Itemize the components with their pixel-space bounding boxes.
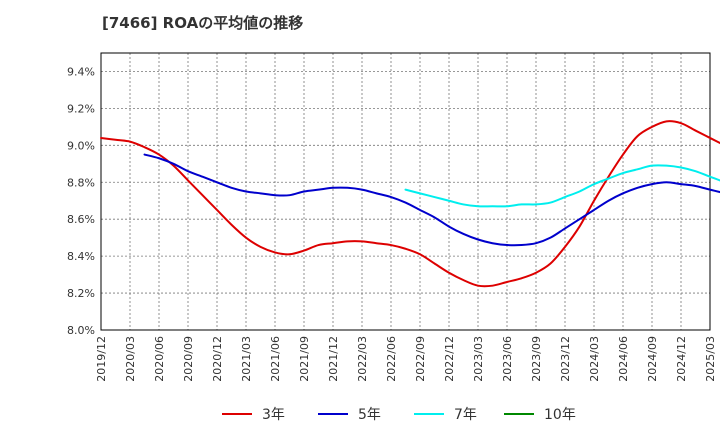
legend: 3年 5年 7年 10年 bbox=[222, 407, 576, 423]
x-tick-label: 2021/12 bbox=[327, 336, 340, 382]
series-line-0 bbox=[100, 120, 720, 288]
y-tick-label: 8.8% bbox=[67, 176, 95, 189]
series-line-2 bbox=[404, 164, 720, 208]
x-tick-label: 2021/03 bbox=[240, 336, 253, 382]
y-axis: 8.0% 8.2% 8.4% 8.6% 8.8% 9.0% 9.2% 9.4% bbox=[67, 65, 95, 337]
x-tick-label: 2023/12 bbox=[559, 336, 572, 382]
x-tick-label: 2022/12 bbox=[443, 336, 456, 382]
x-tick-label: 2020/03 bbox=[124, 336, 137, 382]
x-tick-label: 2022/09 bbox=[414, 336, 427, 382]
y-tick-label: 8.0% bbox=[67, 324, 95, 337]
legend-label: 7年 bbox=[454, 407, 477, 423]
x-tick-label: 2023/03 bbox=[472, 336, 485, 382]
x-tick-label: 2024/06 bbox=[617, 336, 630, 382]
x-tick-label: 2021/09 bbox=[298, 336, 311, 382]
y-tick-label: 9.2% bbox=[67, 102, 95, 115]
x-tick-label: 2022/03 bbox=[356, 336, 369, 382]
x-tick-label: 2022/06 bbox=[385, 336, 398, 382]
legend-label: 3年 bbox=[262, 407, 285, 423]
y-tick-label: 8.4% bbox=[67, 250, 95, 263]
grid-lines bbox=[101, 53, 710, 330]
x-tick-label: 2024/03 bbox=[588, 336, 601, 382]
x-tick-label: 2023/09 bbox=[530, 336, 543, 382]
y-tick-label: 9.4% bbox=[67, 65, 95, 78]
x-tick-label: 2021/06 bbox=[269, 336, 282, 382]
x-tick-label: 2019/12 bbox=[95, 336, 108, 382]
x-tick-label: 2023/06 bbox=[501, 336, 514, 382]
legend-label: 5年 bbox=[358, 407, 381, 423]
plot-area bbox=[100, 52, 711, 331]
x-tick-label: 2020/06 bbox=[153, 336, 166, 382]
x-tick-label: 2024/09 bbox=[646, 336, 659, 382]
legend-label: 10年 bbox=[544, 407, 576, 423]
y-tick-label: 8.6% bbox=[67, 213, 95, 226]
y-tick-label: 9.0% bbox=[67, 139, 95, 152]
x-tick-label: 2020/09 bbox=[182, 336, 195, 382]
x-tick-label: 2025/03 bbox=[704, 336, 717, 382]
x-tick-label: 2020/12 bbox=[211, 336, 224, 382]
series-layer bbox=[100, 120, 720, 288]
x-axis: 2019/12 2020/03 2020/06 2020/09 2020/12 2021/… bbox=[95, 336, 717, 382]
chart-title: [7466] ROAの平均値の推移 bbox=[102, 14, 303, 32]
x-tick-label: 2024/12 bbox=[675, 336, 688, 382]
series-line-1 bbox=[143, 153, 720, 247]
y-tick-label: 8.2% bbox=[67, 287, 95, 300]
